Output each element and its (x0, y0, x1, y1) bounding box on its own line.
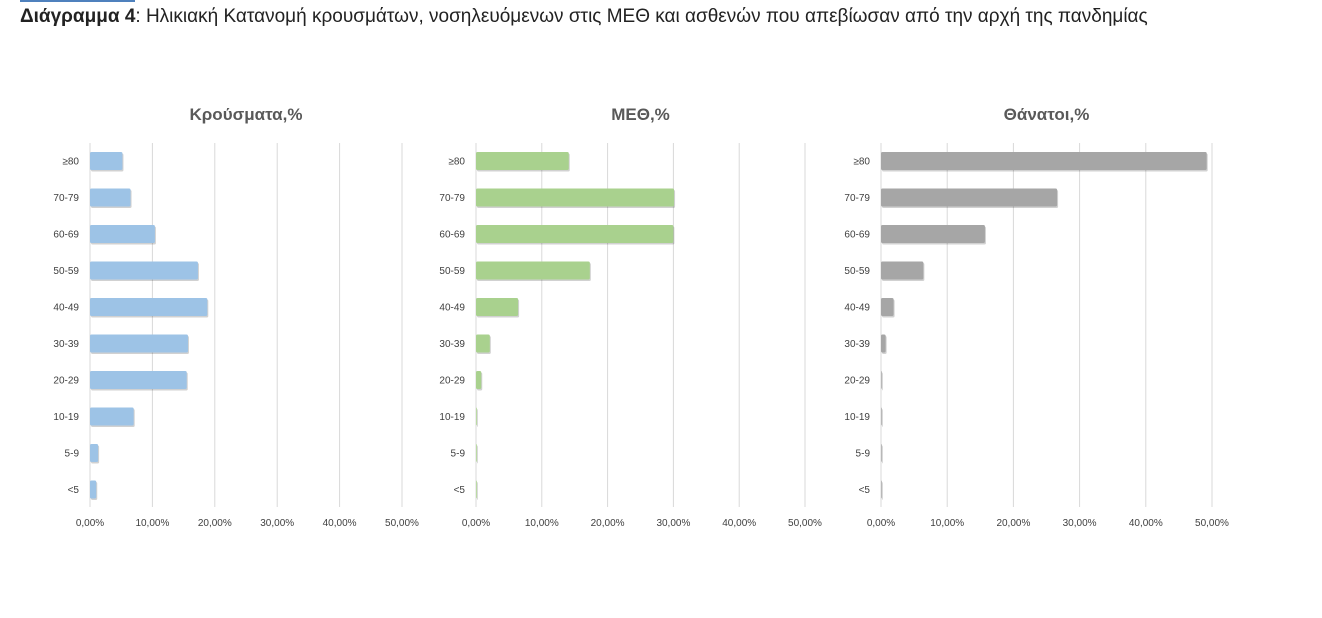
x-tick-label: 0,00% (76, 518, 104, 529)
bar-shadow (882, 372, 883, 391)
chart-icu: 0,00% 10,00% 20,00% 30,00% 40,00% 50,00% ΜΕΘ,%… (439, 105, 822, 529)
bar (881, 152, 1207, 170)
bar (881, 480, 882, 499)
chart-deaths: 0,00% 10,00% 20,00% 30,00% 40,00% 50,00% Θάνατ… (844, 105, 1229, 529)
bar (476, 225, 674, 243)
chart-title: ΜΕΘ,% (611, 105, 670, 124)
bar (90, 152, 123, 170)
category-label: 70-79 (439, 193, 465, 204)
x-tick-label: 10,00% (525, 518, 559, 529)
bar (476, 152, 569, 170)
bar (881, 188, 1058, 207)
x-tick-label: 40,00% (323, 518, 357, 529)
chart-title: Θάνατοι,% (1004, 105, 1090, 124)
bar (881, 261, 924, 280)
bar (476, 480, 477, 499)
bar (90, 480, 97, 499)
x-tick-label: 50,00% (1195, 518, 1229, 529)
x-tick-label: 10,00% (930, 518, 964, 529)
bar (90, 298, 208, 316)
bar (476, 188, 675, 207)
category-label: 10-19 (844, 412, 870, 423)
bar (881, 334, 886, 353)
bar (881, 371, 882, 389)
figure-caption: Διάγραμμα 4: Ηλικιακή Κατανομή κρουσμάτω… (20, 6, 1148, 28)
bar (881, 444, 882, 462)
bar (476, 334, 490, 353)
category-label: 70-79 (53, 193, 79, 204)
category-label: 30-39 (844, 339, 870, 350)
bar (476, 407, 477, 426)
category-label: 70-79 (844, 193, 870, 204)
bar-shadow (882, 445, 883, 464)
bar-shadow (477, 482, 478, 500)
category-label: 20-29 (844, 376, 870, 387)
bar (881, 407, 882, 426)
bar-shadow (477, 445, 478, 464)
category-label: <5 (68, 485, 80, 496)
bar (881, 225, 985, 243)
x-tick-label: 50,00% (385, 518, 419, 529)
x-tick-label: 20,00% (198, 518, 232, 529)
category-label: <5 (454, 485, 466, 496)
caption-text: : Ηλικιακή Κατανομή κρουσμάτων, νοσηλευό… (135, 6, 1148, 27)
bar (90, 407, 134, 426)
bar-shadow (477, 409, 478, 427)
caption-label: Διάγραμμα 4 (20, 6, 136, 27)
bar (90, 371, 187, 389)
category-label: 40-49 (53, 303, 79, 314)
chart-title: Κρούσματα,% (190, 105, 303, 124)
x-tick-label: 30,00% (656, 518, 690, 529)
x-tick-label: 10,00% (135, 518, 169, 529)
category-label: 5-9 (451, 449, 466, 460)
x-tick-label: 0,00% (867, 518, 895, 529)
category-label: 60-69 (439, 230, 465, 241)
chart-cases: 0,00% 10,00% 20,00% 30,00% 40,00% 50,00% Κρούσ… (53, 105, 419, 529)
x-tick-label: 40,00% (722, 518, 756, 529)
bar-shadow (882, 482, 883, 500)
category-label: ≥80 (62, 157, 79, 168)
category-label: 50-59 (439, 266, 465, 277)
category-label: 5-9 (856, 449, 871, 460)
category-label: 50-59 (844, 266, 870, 277)
bar (90, 444, 99, 462)
category-label: 40-49 (844, 303, 870, 314)
category-label: 30-39 (53, 339, 79, 350)
bar-shadow (882, 409, 883, 427)
x-tick-label: 0,00% (462, 518, 490, 529)
category-label: 20-29 (53, 376, 79, 387)
x-tick-label: 20,00% (996, 518, 1030, 529)
x-tick-label: 50,00% (788, 518, 822, 529)
x-tick-label: 30,00% (260, 518, 294, 529)
category-label: 10-19 (439, 412, 465, 423)
bar (90, 188, 131, 207)
bar (476, 298, 519, 316)
category-label: 30-39 (439, 339, 465, 350)
category-label: 50-59 (53, 266, 79, 277)
bar (90, 261, 198, 280)
bar (476, 261, 590, 280)
bar (90, 334, 188, 353)
category-label: 40-49 (439, 303, 465, 314)
category-label: <5 (859, 485, 871, 496)
bar (90, 225, 155, 243)
x-tick-label: 40,00% (1129, 518, 1163, 529)
category-label: 20-29 (439, 376, 465, 387)
top-accent-rule (20, 0, 135, 2)
category-label: ≥80 (448, 157, 465, 168)
category-label: 10-19 (53, 412, 79, 423)
category-label: 60-69 (844, 230, 870, 241)
bar (476, 444, 477, 462)
bar (476, 371, 482, 389)
category-label: 60-69 (53, 230, 79, 241)
category-label: 5-9 (65, 449, 80, 460)
x-tick-label: 30,00% (1063, 518, 1097, 529)
bar (881, 298, 894, 316)
category-label: ≥80 (853, 157, 870, 168)
x-tick-label: 20,00% (591, 518, 625, 529)
